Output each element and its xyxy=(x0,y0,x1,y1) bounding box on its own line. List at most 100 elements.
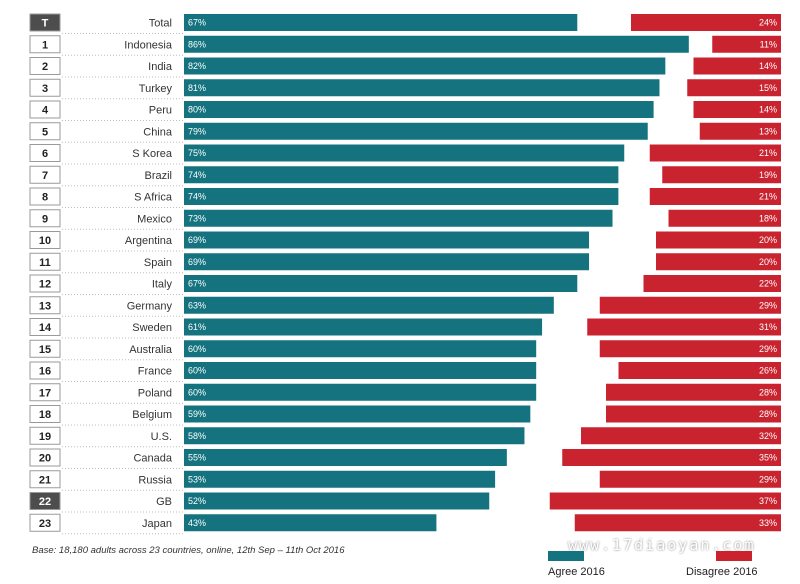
disagree-value-label: 35% xyxy=(759,453,777,463)
country-label: Canada xyxy=(133,453,172,465)
disagree-bar xyxy=(587,318,781,336)
watermark: www.17diaoyan.com xyxy=(568,536,756,554)
rank-box xyxy=(29,361,61,380)
rank-box xyxy=(29,470,61,489)
agree-bar xyxy=(184,79,660,97)
rank-label: 3 xyxy=(42,83,48,95)
agree-value-label: 69% xyxy=(188,257,206,267)
rank-box xyxy=(29,492,61,510)
disagree-bar xyxy=(606,383,781,401)
agree-bar xyxy=(184,35,689,53)
rank-box xyxy=(29,122,61,141)
agree-bar xyxy=(184,362,537,379)
disagree-value-label: 11% xyxy=(760,39,777,49)
disagree-value-label: 28% xyxy=(759,409,777,419)
legend-agree-swatch xyxy=(548,551,584,561)
rank-box xyxy=(29,57,61,75)
agree-value-label: 52% xyxy=(188,496,206,506)
agree-value-label: 69% xyxy=(188,235,206,245)
agree-value-label: 74% xyxy=(188,170,206,180)
disagree-bar xyxy=(668,209,781,227)
disagree-value-label: 33% xyxy=(759,518,777,528)
agree-value-label: 60% xyxy=(188,366,206,376)
agree-value-label: 67% xyxy=(188,18,206,28)
agree-value-label: 53% xyxy=(188,474,206,484)
agree-value-label: 58% xyxy=(188,431,206,441)
disagree-bar xyxy=(656,253,781,271)
disagree-value-label: 21% xyxy=(759,148,777,158)
disagree-value-label: 24% xyxy=(759,18,777,28)
agree-bar xyxy=(184,231,590,249)
country-label: Australia xyxy=(129,344,173,356)
disagree-bar xyxy=(574,514,781,532)
rank-box xyxy=(29,426,61,445)
agree-value-label: 63% xyxy=(188,300,206,310)
disagree-value-label: 37% xyxy=(759,496,777,506)
rank-box xyxy=(29,13,61,32)
rank-label: 17 xyxy=(39,387,51,399)
rank-label: 6 xyxy=(42,148,48,160)
disagree-value-label: 29% xyxy=(759,300,777,310)
country-label: China xyxy=(143,126,173,138)
rank-label: 18 xyxy=(39,409,51,421)
country-label: Indonesia xyxy=(124,39,173,51)
agree-value-label: 73% xyxy=(188,213,206,223)
agree-value-label: 43% xyxy=(188,518,206,528)
rank-box xyxy=(29,78,61,97)
agree-value-label: 61% xyxy=(188,322,206,332)
legend-agree-label: Agree 2016 xyxy=(548,566,605,578)
country-label: Russia xyxy=(138,474,173,486)
agree-bar xyxy=(184,166,619,184)
disagree-bar xyxy=(631,14,781,31)
country-label: S Korea xyxy=(132,148,173,160)
rank-label: 23 xyxy=(39,518,51,530)
agree-value-label: 74% xyxy=(188,192,206,202)
disagree-bar xyxy=(581,427,781,445)
disagree-bar xyxy=(649,188,781,205)
agree-bar xyxy=(184,383,537,401)
country-label: U.S. xyxy=(151,431,172,443)
disagree-value-label: 20% xyxy=(759,235,777,245)
disagree-value-label: 26% xyxy=(759,366,777,376)
rank-box xyxy=(29,513,61,532)
agree-bar xyxy=(184,492,490,510)
rank-box xyxy=(29,165,61,184)
rank-label: 20 xyxy=(39,453,51,465)
rank-box xyxy=(29,252,61,271)
agree-bar xyxy=(184,57,666,75)
rank-box xyxy=(29,35,61,54)
agree-bar xyxy=(184,275,578,292)
disagree-value-label: 29% xyxy=(759,474,777,484)
country-label: Japan xyxy=(142,518,172,530)
country-label: Germany xyxy=(127,300,173,312)
disagree-bar xyxy=(656,231,781,249)
legend-disagree-swatch xyxy=(716,551,752,561)
disagree-value-label: 20% xyxy=(759,257,777,267)
disagree-value-label: 31% xyxy=(759,322,777,332)
agree-value-label: 82% xyxy=(188,61,206,71)
disagree-value-label: 28% xyxy=(759,387,777,397)
rank-box xyxy=(29,274,61,293)
disagree-bar xyxy=(712,35,781,53)
disagree-value-label: 14% xyxy=(759,105,777,115)
agree-value-label: 55% xyxy=(188,453,206,463)
rank-label: 16 xyxy=(39,366,51,378)
rank-label: 2 xyxy=(42,61,48,73)
country-label: Peru xyxy=(149,105,172,117)
agree-value-label: 75% xyxy=(188,148,206,158)
agree-bar xyxy=(184,188,619,205)
agree-bar xyxy=(184,340,537,358)
rank-box xyxy=(29,318,61,336)
legend-disagree-label: Disagree 2016 xyxy=(686,566,758,578)
disagree-value-label: 29% xyxy=(759,344,777,354)
agree-value-label: 60% xyxy=(188,344,206,354)
rank-label: 7 xyxy=(42,170,48,182)
disagree-value-label: 14% xyxy=(759,61,777,71)
agree-value-label: 81% xyxy=(188,83,206,93)
agree-bar xyxy=(184,427,525,445)
rank-label: T xyxy=(42,18,49,30)
disagree-value-label: 15% xyxy=(759,83,777,93)
country-label: Belgium xyxy=(132,409,172,421)
rank-label: 5 xyxy=(42,126,48,138)
disagree-bar xyxy=(662,166,781,184)
